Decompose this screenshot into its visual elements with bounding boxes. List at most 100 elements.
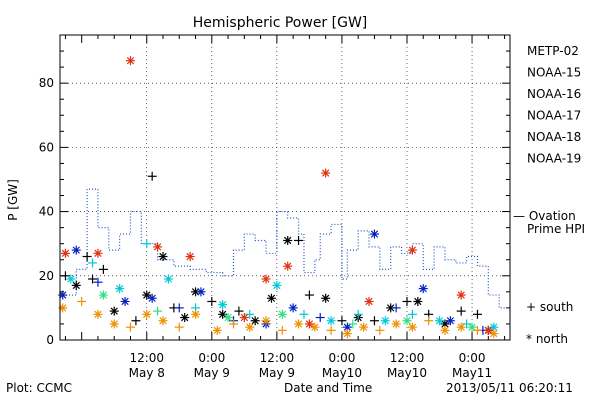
data-point-noaa-18-north [342, 329, 352, 339]
data-point-metp-02-south [131, 316, 141, 326]
ovation-line-layer [60, 188, 511, 315]
data-point-noaa-17-south [153, 306, 163, 316]
data-point-noaa-18-south [472, 325, 482, 335]
data-point-noaa-15-north [288, 303, 298, 313]
ovation-prime-hpi-line [60, 188, 511, 315]
data-point-noaa-18-north [158, 316, 168, 326]
data-point-noaa-16-south [299, 309, 309, 319]
data-point-metp-02-north [266, 293, 276, 303]
y-tick-label: 60 [39, 140, 54, 154]
data-point-metp-02-north [283, 235, 293, 245]
data-point-noaa-19-north [407, 245, 417, 255]
data-point-noaa-18-north [294, 319, 304, 329]
y-tick-label: 80 [39, 76, 54, 90]
footer-plot-source: Plot: CCMC [6, 381, 72, 395]
data-point-noaa-18-north [456, 322, 466, 332]
data-point-metp-02-south [369, 316, 379, 326]
data-point-noaa-18-north [359, 322, 369, 332]
data-point-noaa-15-north [120, 296, 130, 306]
legend-entry-noaa-16: NOAA-16 [527, 87, 581, 101]
x-tick-label-date: May11 [452, 366, 492, 380]
data-point-noaa-15-south [174, 303, 184, 313]
x-tick-label-date: May 9 [194, 366, 230, 380]
data-point-metp-02-north [158, 252, 168, 262]
x-tick-label-time: 0:00 [328, 351, 355, 365]
chart-title: Hemispheric Power [GW] [193, 15, 368, 31]
data-point-noaa-19-north [364, 296, 374, 306]
x-tick-label-date: May10 [322, 366, 362, 380]
data-point-noaa-19-north [304, 319, 314, 329]
data-point-noaa-18-south [424, 316, 434, 326]
data-point-noaa-18-north [407, 322, 417, 332]
data-point-noaa-19-north [185, 252, 195, 262]
data-point-noaa-15-north [369, 229, 379, 239]
legend-ovation-line1: — Ovation [513, 209, 576, 223]
y-tick-label: 40 [39, 205, 54, 219]
data-point-noaa-18-north [142, 309, 152, 319]
data-point-noaa-18-north [391, 319, 401, 329]
y-tick-label: 0 [46, 333, 54, 347]
legend-entry-noaa-19: NOAA-19 [527, 152, 581, 166]
data-point-noaa-18-north [93, 309, 103, 319]
data-point-noaa-15-south [315, 313, 325, 323]
data-point-noaa-18-north [440, 325, 450, 335]
data-point-noaa-16-north [380, 316, 390, 326]
data-point-noaa-16-north [115, 284, 125, 294]
y-tick-label: 20 [39, 269, 54, 283]
legend-entry-noaa-18: NOAA-18 [527, 130, 581, 144]
data-point-noaa-19-north [321, 168, 331, 178]
data-point-noaa-16-north [163, 274, 173, 284]
data-point-noaa-19-north [456, 290, 466, 300]
plot-frame [59, 34, 511, 341]
data-point-noaa-19-north [93, 248, 103, 258]
data-point-metp-02-north [413, 296, 423, 306]
data-point-noaa-16-north [326, 316, 336, 326]
legend-marker-south: + south [526, 300, 573, 314]
data-point-noaa-17-north [98, 290, 108, 300]
data-point-metp-02-north [180, 313, 190, 323]
x-tick-label-time: 12:00 [129, 351, 164, 365]
data-point-metp-02-north [321, 293, 331, 303]
data-point-noaa-19-north [483, 325, 493, 335]
data-point-noaa-15-north [71, 245, 81, 255]
data-point-noaa-19-north [153, 242, 163, 252]
data-point-noaa-18-north [191, 309, 201, 319]
data-point-noaa-18-north [245, 322, 255, 332]
data-point-metp-02-south [82, 252, 92, 262]
data-point-noaa-16-north [218, 300, 228, 310]
data-point-noaa-17-north [402, 316, 412, 326]
data-point-noaa-18-north [212, 325, 222, 335]
legend-marker-north: * north [526, 332, 568, 346]
data-point-metp-02-north [109, 306, 119, 316]
data-point-noaa-18-south [77, 296, 87, 306]
data-point-noaa-19-north [261, 274, 271, 284]
data-point-metp-02-south [337, 316, 347, 326]
data-point-noaa-15-south [93, 277, 103, 287]
data-point-noaa-18-south [125, 322, 135, 332]
data-point-noaa-18-south [277, 325, 287, 335]
data-point-noaa-18-south [174, 322, 184, 332]
data-point-metp-02-south [147, 171, 157, 181]
data-point-noaa-17-north [277, 309, 287, 319]
data-point-metp-02-south [472, 309, 482, 319]
data-point-noaa-19-north [283, 261, 293, 271]
footer-x-axis-label: Date and Time [284, 381, 373, 395]
data-point-noaa-15-south [391, 303, 401, 313]
data-points-layer [58, 56, 499, 339]
data-point-noaa-18-north [261, 316, 271, 326]
data-point-noaa-18-south [375, 325, 385, 335]
data-point-noaa-15-north [196, 287, 206, 297]
data-point-noaa-16-south [353, 309, 363, 319]
x-tick-label-date: May 8 [129, 366, 165, 380]
data-point-noaa-16-south [407, 309, 417, 319]
y-axis-ticks: 0 20 40 60 80 [39, 34, 510, 347]
data-point-noaa-16-south [88, 258, 98, 268]
data-point-noaa-16-north [435, 316, 445, 326]
data-point-noaa-15-north [445, 316, 455, 326]
data-point-metp-02-south [98, 264, 108, 274]
grid-lines [60, 35, 510, 341]
legend-entry-noaa-17: NOAA-17 [527, 109, 581, 123]
data-point-metp-02-south [234, 306, 244, 316]
